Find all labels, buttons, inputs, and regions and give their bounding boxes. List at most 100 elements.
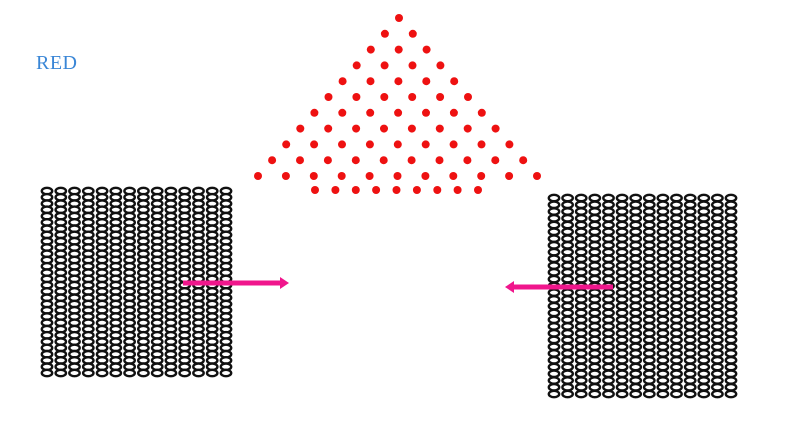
grid-ring [697, 213, 711, 223]
triangle-dot [351, 156, 360, 165]
grid-ring [561, 234, 574, 244]
grid-ring [656, 348, 670, 358]
triangle-dot [380, 29, 389, 38]
grid-ring [724, 369, 738, 379]
triangle-dot [380, 124, 388, 133]
triangle-dot [392, 186, 401, 194]
grid-ring [602, 207, 615, 216]
grid-ring [670, 362, 683, 372]
grid-ring [574, 362, 588, 372]
grid-ring [724, 247, 738, 257]
triangle-dot [324, 124, 333, 133]
grid-ring [670, 342, 683, 352]
triangle-dot [436, 93, 445, 101]
grid-ring [724, 308, 738, 318]
grid-ring [547, 376, 561, 385]
grid-ring [178, 368, 192, 378]
grid-ring [109, 368, 123, 378]
triangle-dot [310, 108, 319, 117]
grid-ring [629, 234, 643, 244]
grid-ring [602, 294, 615, 304]
grid-ring [615, 213, 629, 223]
grid-ring [656, 382, 670, 392]
grid-ring [656, 254, 670, 264]
triangle-dot [477, 140, 486, 149]
grid-ring [656, 301, 670, 311]
grid-ring [602, 328, 615, 338]
grid-ring [40, 368, 54, 378]
grid-ring [683, 267, 697, 277]
grid-ring [724, 321, 738, 331]
grid-ring [670, 382, 683, 392]
grid-ring [697, 315, 711, 325]
grid-ring [670, 234, 683, 244]
grid-ring [629, 274, 643, 284]
triangle-dot [474, 186, 482, 194]
grid-ring [711, 369, 724, 379]
grid-ring [683, 301, 697, 311]
grid-ring [656, 247, 670, 257]
grid-ring [629, 288, 643, 297]
grid-ring [615, 267, 629, 277]
grid-ring [670, 193, 683, 203]
grid-ring [615, 234, 629, 244]
grid-ring [670, 335, 683, 345]
grid-ring [711, 342, 724, 352]
grid-ring [615, 321, 629, 331]
grid-ring [670, 267, 683, 277]
grid-ring [656, 342, 670, 352]
triangle-dot [463, 124, 472, 133]
grid-ring [588, 321, 602, 331]
grid-ring [697, 220, 711, 230]
grid-ring [588, 328, 602, 338]
triangle-dot [421, 172, 430, 180]
triangle-dot [372, 186, 381, 194]
grid-ring [711, 382, 724, 392]
grid-ring [711, 348, 724, 358]
grid-ring [588, 274, 602, 284]
grid-ring [561, 315, 574, 325]
grid-ring [629, 308, 643, 318]
grid-ring [602, 315, 615, 325]
grid-ring [683, 200, 697, 210]
grid-ring [683, 288, 697, 297]
grid-ring [588, 234, 602, 244]
grid-ring [642, 342, 656, 352]
grid-ring [629, 227, 643, 237]
grid-ring [588, 213, 602, 223]
arrow-head [505, 281, 514, 293]
grid-ring [574, 301, 588, 311]
grid-ring [615, 382, 629, 392]
triangle-dot [380, 93, 389, 101]
grid-ring [588, 369, 602, 379]
grid-ring [588, 254, 602, 264]
grid-ring [724, 227, 738, 237]
grid-ring [697, 267, 711, 277]
triangle-dot [519, 156, 528, 165]
grid-ring [711, 254, 724, 264]
grid-ring [588, 382, 602, 392]
triangle-dot [407, 124, 416, 133]
triangle-dot [477, 108, 486, 117]
grid-ring [561, 227, 574, 237]
grid-ring [588, 301, 602, 311]
grid-ring [697, 342, 711, 352]
grid-ring [588, 288, 602, 297]
grid-ring [642, 240, 656, 250]
grid-ring [711, 355, 724, 365]
triangle-dot [477, 172, 486, 180]
grid-ring [574, 261, 588, 270]
grid-ring [588, 240, 602, 250]
grid-ring [629, 321, 643, 331]
grid-ring [615, 342, 629, 352]
grid-ring [588, 261, 602, 270]
grid-ring [547, 220, 561, 230]
grid-ring [588, 207, 602, 216]
grid-ring [697, 281, 711, 291]
grid-ring [642, 247, 656, 257]
grid-ring [574, 321, 588, 331]
grid-ring [656, 321, 670, 331]
grid-ring [588, 200, 602, 210]
grid-ring [683, 220, 697, 230]
grid-ring [629, 335, 643, 345]
